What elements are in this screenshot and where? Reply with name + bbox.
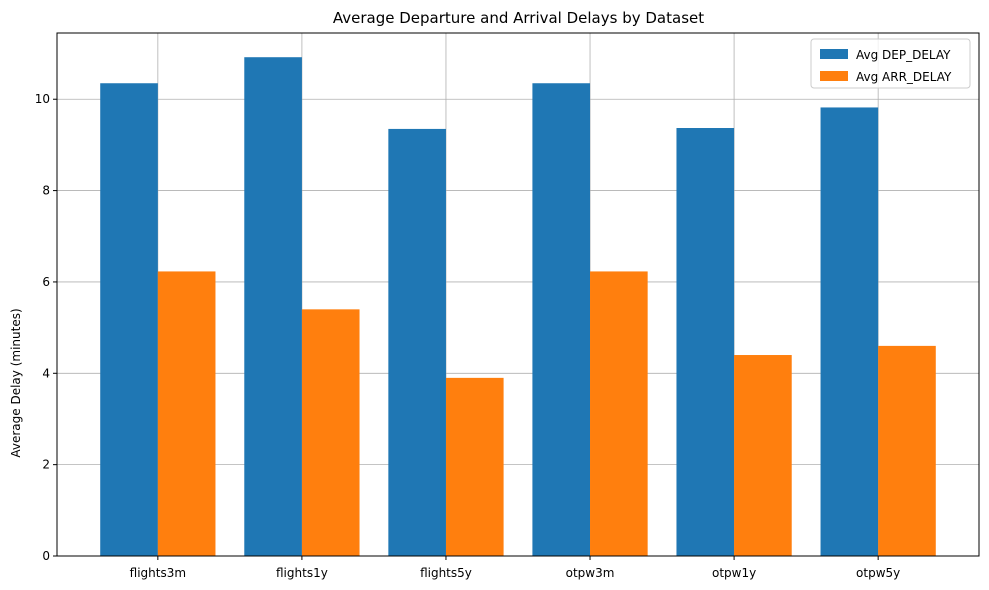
y-axis-label: Average Delay (minutes) (9, 308, 23, 457)
y-tick-label: 6 (42, 275, 50, 289)
chart-title: Average Departure and Arrival Delays by … (333, 9, 704, 27)
bar-arr-delay (878, 345, 936, 556)
y-tick-label: 4 (42, 366, 50, 380)
legend-box (810, 38, 971, 89)
y-tick-label: 10 (35, 92, 50, 106)
x-tick-label: flights5y (420, 566, 472, 580)
bar-arr-delay (445, 377, 504, 556)
legend-label: Avg DEP_DELAY (856, 48, 951, 62)
legend-swatch (820, 49, 848, 59)
bar-dep-delay (100, 83, 158, 557)
bar-arr-delay (590, 271, 648, 556)
bar-dep-delay (676, 128, 735, 556)
bars (100, 57, 936, 557)
legend: Avg DEP_DELAY Avg ARR_DELAY (810, 38, 971, 89)
x-tick-label: flights3m (130, 566, 186, 580)
x-tick-label: otpw1y (712, 566, 756, 580)
bar-arr-delay (734, 355, 792, 556)
bar-arr-delay (157, 271, 216, 556)
ticks: 0 2 4 6 8 10 flights3m flights1y flights5y otpw3m… (35, 92, 901, 580)
plot-frame (56, 32, 980, 557)
bar-arr-delay (301, 309, 360, 556)
bar-dep-delay (244, 57, 302, 556)
x-tick-label: flights1y (276, 566, 328, 580)
bar-dep-delay (532, 83, 591, 557)
x-tick-label: otpw5y (856, 566, 900, 580)
bar-dep-delay (820, 107, 879, 556)
legend-swatch (820, 71, 848, 81)
legend-label: Avg ARR_DELAY (856, 70, 952, 84)
y-tick-label: 8 (42, 184, 50, 198)
y-tick-label: 0 (42, 549, 50, 563)
x-tick-label: otpw3m (566, 566, 615, 580)
bar-dep-delay (388, 128, 446, 557)
y-tick-label: 2 (42, 458, 50, 472)
